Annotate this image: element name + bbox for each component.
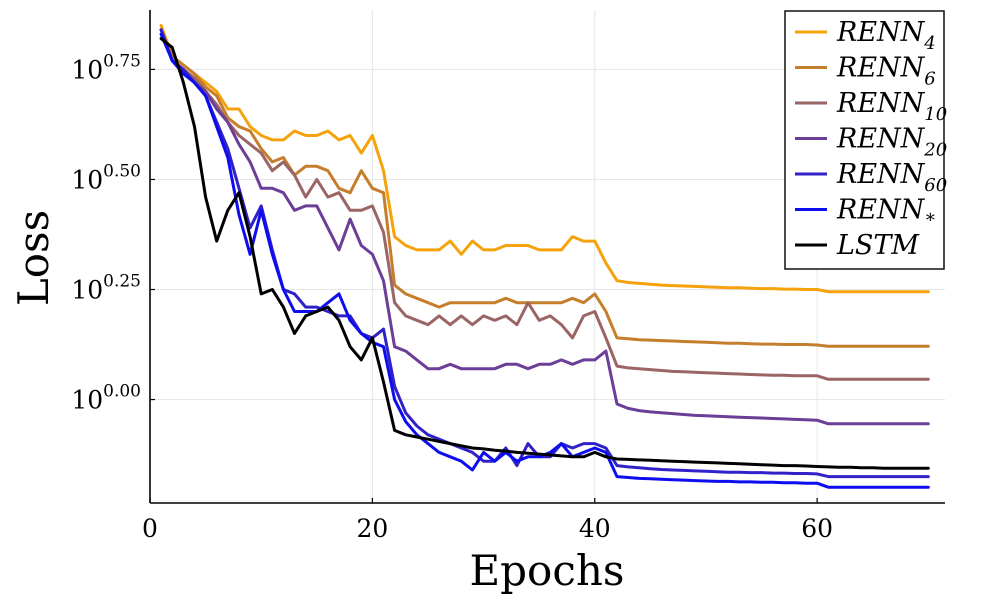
series-line-renn20: [159, 28, 930, 426]
legend-label: RENN60: [836, 159, 947, 196]
y-tick-label: 100.00: [71, 382, 141, 415]
x-tick-label: 20: [356, 514, 388, 543]
series-line-renn10: [159, 28, 930, 381]
x-tick-label: 60: [801, 514, 833, 543]
x-tick-label: 0: [142, 514, 158, 543]
legend-label: RENN20: [836, 124, 947, 161]
legend-label: LSTM: [836, 230, 920, 261]
series-layer: [159, 23, 930, 489]
y-tick-label: 100.50: [71, 161, 141, 194]
x-tick-label: 40: [579, 514, 611, 543]
series-line-lstm: [159, 37, 930, 470]
legend-label: RENN6: [836, 53, 936, 90]
y-tick-label: 100.25: [71, 272, 141, 305]
series-line-renn4: [159, 23, 930, 294]
x-axis-title: Epochs: [470, 546, 625, 595]
ticks-layer: 0 20 40 60 100.00 100.25 100.50 100.75: [71, 51, 833, 543]
y-tick-label: 100.75: [71, 51, 141, 84]
legend-label: RENN∗: [836, 195, 937, 228]
legend-label: RENN4: [836, 17, 936, 54]
axes-layer: [149, 10, 945, 504]
legend-label: RENN10: [836, 88, 947, 125]
series-line-renn60: [159, 28, 930, 479]
y-axis-title: Loss: [9, 210, 58, 306]
